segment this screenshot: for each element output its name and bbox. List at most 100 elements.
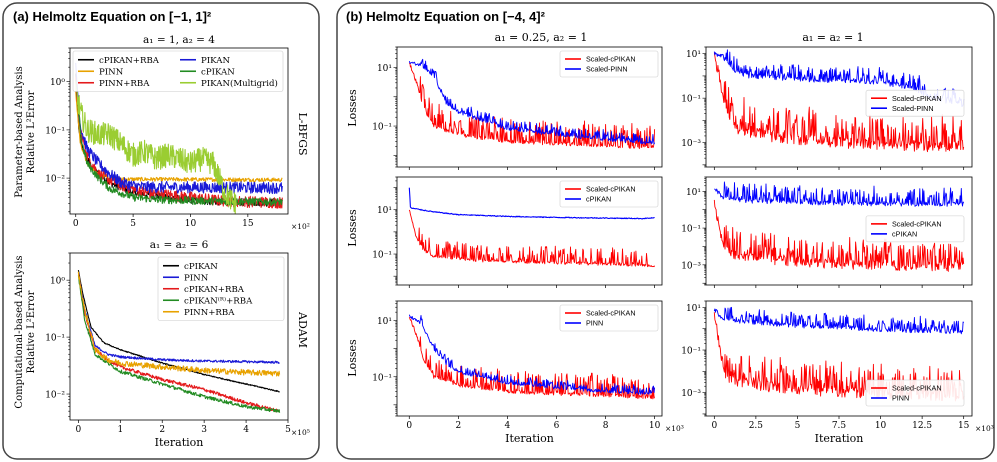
- y-tick-label: 10⁻¹: [681, 225, 701, 235]
- legend-entry: Scaled-cPIKAN: [892, 219, 942, 228]
- series-line: [77, 271, 281, 377]
- series-line: [75, 79, 283, 207]
- series-line: [408, 187, 655, 220]
- y-tick-label: 10¹: [686, 304, 701, 314]
- y-tick-label: 10¹: [377, 317, 392, 327]
- series-line: [713, 199, 965, 272]
- legend-box: [72, 50, 284, 92]
- series-line: [713, 306, 965, 335]
- y-tick-label: 10⁻³: [681, 389, 701, 399]
- axes-frame: [396, 46, 663, 168]
- axes-frame: [69, 47, 289, 215]
- series-group: [713, 181, 965, 272]
- ylabel-a-top-line2: Relative L²Error: [26, 90, 37, 173]
- x-tick-label: 12.5: [912, 421, 932, 431]
- y-tick-label: 10⁻²: [45, 391, 65, 401]
- legend-entry: cPIKAN⁽ᴿ⁾+RBA: [184, 295, 253, 306]
- y-tick-label: 10⁻¹: [681, 95, 701, 105]
- legend-entry: Scaled-cPIKAN: [586, 55, 636, 64]
- x-tick-label: 2: [455, 421, 461, 431]
- legend-entry: PIKAN: [201, 56, 230, 66]
- legend-entry: cPIKAN+RBA: [184, 285, 245, 295]
- legend-box: [559, 304, 659, 332]
- x-multiplier: ×10⁵: [291, 428, 310, 437]
- series-group: [713, 49, 965, 153]
- ylabel-b-row1: Losses: [346, 89, 359, 127]
- legend-entry: PINN+RBA: [99, 79, 150, 89]
- series-line: [713, 52, 965, 153]
- series-line: [408, 62, 656, 150]
- x-axis-label: Iteration: [815, 432, 864, 445]
- ylabel-a-bottom-line2: Relative L²Error: [26, 290, 37, 373]
- x-tick-label: 10: [649, 421, 661, 431]
- x-tick-label: 10: [185, 219, 197, 229]
- legend-entry: cPIKAN: [201, 67, 235, 77]
- legend-entry: cPIKAN: [184, 262, 218, 272]
- legend-entry: PIKAN(Multigrid): [201, 78, 278, 89]
- series-line: [77, 275, 281, 413]
- legend-box: [559, 50, 659, 78]
- y-tick-label: 10⁰: [50, 78, 65, 88]
- y-tick-label: 10⁻³: [681, 139, 701, 149]
- legend-box: [865, 89, 965, 117]
- x-tick-label: 3: [201, 425, 207, 435]
- chart-a_top: 0 5 10 15 10⁻² 10⁻¹ 10⁰ ×10² a₁ = 1, a₂ = 4 cPIKA…: [45, 34, 310, 231]
- x-tick-label: 0: [406, 421, 412, 431]
- panel-a-title: (a) Helmoltz Equation on [−1, 1]²: [13, 9, 212, 24]
- legend-box: [865, 215, 965, 243]
- legend-entry: Scaled-PINN: [586, 65, 628, 74]
- x-tick-label: 15: [242, 219, 254, 229]
- legend-entry: PINN: [586, 319, 603, 328]
- series-line: [408, 314, 656, 395]
- series-line: [713, 49, 965, 108]
- x-axis-label: Iteration: [505, 432, 554, 445]
- x-tick-label: 5: [130, 219, 136, 229]
- series-line: [408, 58, 656, 145]
- x-tick-label: 7.5: [832, 421, 847, 431]
- x-tick-label: 4: [505, 421, 511, 431]
- legend-entry: PINN: [99, 67, 124, 77]
- x-tick-label: 5: [795, 421, 801, 431]
- legend-entry: cPIKAN+RBA: [99, 56, 160, 66]
- y-tick-label: 10⁻³: [681, 261, 701, 271]
- row-label-adam: ADAM: [296, 311, 309, 348]
- col-title-2: a₁ = a₂ = 1: [802, 31, 863, 44]
- y-tick-label: 10¹: [377, 64, 392, 74]
- y-tick-label: 10¹: [377, 206, 392, 216]
- y-tick-label: 10⁻¹: [372, 251, 392, 261]
- legend-entry: Scaled-cPIKAN: [892, 384, 942, 393]
- y-tick-label: 10⁻¹: [372, 123, 392, 133]
- legend-box: [865, 379, 965, 407]
- x-multiplier: ×10²: [291, 222, 310, 231]
- panel-b-title: (b) Helmoltz Equation on [−4, 4]²: [346, 9, 546, 24]
- series-group: [77, 270, 281, 413]
- legend-entry: PINN: [184, 273, 209, 283]
- series-group: [75, 62, 283, 214]
- x-tick-label: 8: [603, 421, 609, 431]
- legend-entry: Scaled-cPIKAN: [586, 185, 636, 194]
- series-line: [714, 181, 965, 207]
- legend-entry: Scaled-cPIKAN: [892, 94, 942, 103]
- ylabel-b-row3: Losses: [346, 339, 359, 377]
- axes-frame: [69, 252, 289, 421]
- x-tick-label: 5: [285, 425, 291, 435]
- y-tick-label: 10¹: [686, 188, 701, 198]
- y-tick-label: 10¹: [686, 50, 701, 60]
- legend-entry: PINN+RBA: [184, 308, 235, 318]
- y-tick-label: 10⁻¹: [45, 334, 65, 344]
- series-line: [75, 62, 283, 195]
- chart-a_bottom: 0 1 2 3 4 5 10⁻² 10⁻¹ 10⁰ ×10⁵ a₁ = a₂ = 6 Iteratio…: [45, 239, 310, 449]
- y-tick-label: 10⁻¹: [681, 347, 701, 357]
- legend-box: [157, 256, 285, 321]
- series-group: [408, 58, 656, 150]
- x-multiplier: ×10³: [665, 424, 684, 433]
